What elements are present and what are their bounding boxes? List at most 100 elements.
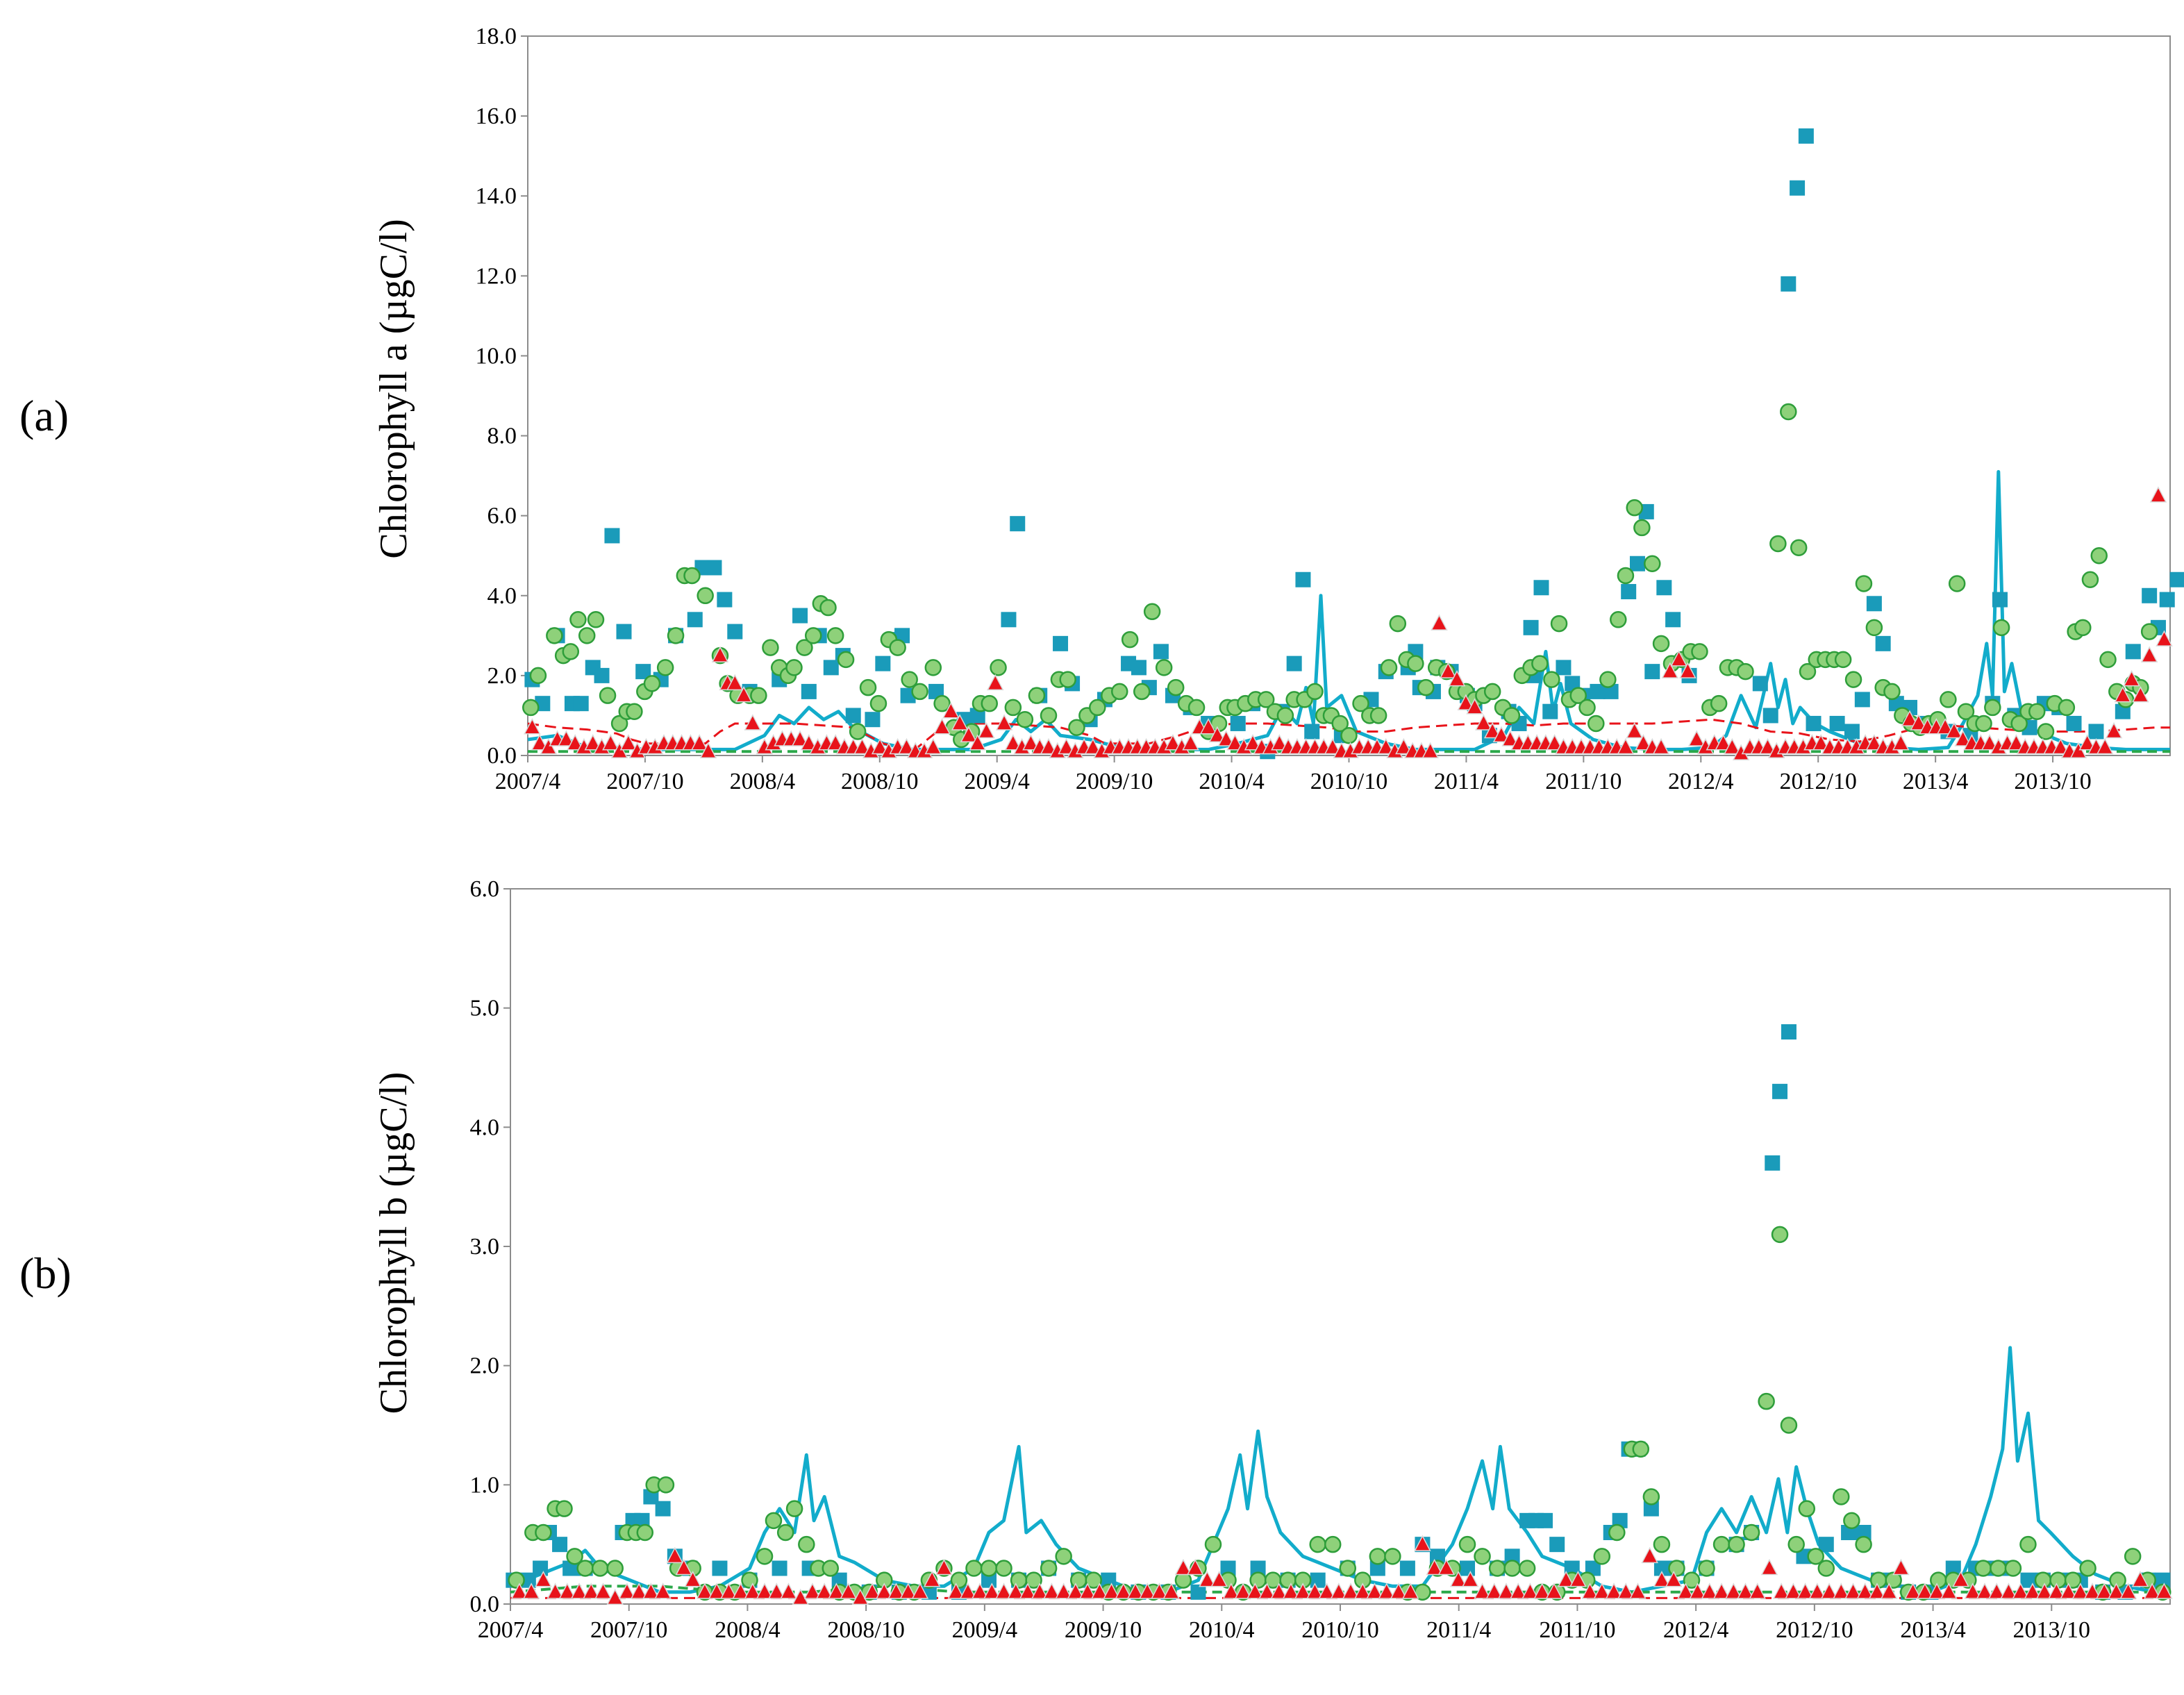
data-point-circle — [1143, 603, 1161, 621]
data-point-square — [712, 1560, 728, 1576]
data-point-circle — [1004, 699, 1022, 717]
data-point-square — [1790, 180, 1806, 196]
x-tick-label: 2012/4 — [1668, 769, 1733, 794]
data-point-circle — [1790, 539, 1808, 556]
data-point-circle — [1483, 683, 1501, 701]
data-point-triangle — [1593, 1583, 1611, 1599]
data-point-triangle — [2069, 742, 2087, 758]
data-point-triangle — [610, 742, 628, 758]
data-point-circle — [1974, 1560, 1992, 1577]
data-point-triangle — [1186, 1558, 1204, 1576]
data-point-circle — [556, 1500, 573, 1517]
data-point-triangle — [1546, 734, 1563, 751]
data-point-triangle — [1019, 1583, 1037, 1599]
data-point-square — [2142, 587, 2158, 603]
data-point-circle — [1698, 1560, 1715, 1577]
data-point-circle — [636, 1523, 654, 1542]
x-tick-label: 2007/4 — [478, 1617, 543, 1643]
data-point-triangle — [1497, 1583, 1515, 1599]
data-point-circle — [2028, 703, 2046, 720]
data-point-circle — [569, 611, 587, 628]
data-point-square — [1762, 708, 1778, 724]
data-point-circle — [508, 1571, 525, 1589]
data-point-triangle — [2012, 1583, 2029, 1599]
data-point-triangle — [2072, 1583, 2090, 1599]
data-point-triangle — [2048, 1583, 2065, 1599]
data-point-circle — [933, 694, 951, 712]
data-point-circle — [2074, 619, 2092, 637]
data-point-circle — [1167, 678, 1185, 696]
data-point-triangle — [924, 737, 942, 755]
x-tick-label: 2007/10 — [590, 1617, 667, 1643]
data-point-circle — [2140, 623, 2158, 640]
data-point-square — [1549, 1537, 1565, 1553]
data-point-circle — [1632, 1440, 1650, 1458]
series-lines-a — [527, 469, 2170, 753]
data-point-triangle — [2008, 734, 2025, 751]
data-point-square — [533, 1560, 549, 1576]
data-point-circle — [1844, 671, 1862, 688]
data-point-square — [616, 624, 632, 640]
y-tick-label: 18.0 — [476, 24, 517, 49]
data-point-triangle — [1091, 1583, 1108, 1599]
x-ticks-a: 2007/4 2007/10 2008/4 2008/10 2009/4 2009/10 2… — [495, 755, 2092, 794]
data-point-triangle — [2096, 1583, 2113, 1599]
data-point-triangle — [1581, 1583, 1599, 1599]
data-point-triangle — [1492, 726, 1510, 742]
data-point-triangle — [1378, 1583, 1395, 1599]
data-point-square — [1856, 1525, 1872, 1540]
data-point-triangle — [1151, 1583, 1168, 1599]
data-point-circle — [965, 1560, 983, 1577]
data-point-circle — [804, 627, 822, 644]
data-point-triangle — [583, 1583, 600, 1599]
data-point-triangle — [1856, 1583, 1874, 1599]
data-point-triangle — [2131, 1571, 2149, 1587]
y-tick-label: 0.0 — [487, 743, 517, 769]
data-point-triangle — [570, 1583, 588, 1599]
data-point-square — [772, 1560, 787, 1576]
data-point-circle — [1957, 703, 1975, 720]
data-point-triangle — [1865, 734, 1883, 751]
data-point-triangle — [1701, 1583, 1719, 1599]
x-tick-label: 2010/4 — [1189, 1617, 1254, 1643]
data-point-circle — [1474, 1548, 1491, 1565]
data-point-circle — [1352, 694, 1369, 712]
data-point-square — [1369, 1560, 1385, 1576]
data-point-circle — [2090, 546, 2108, 565]
data-point-triangle — [566, 734, 584, 751]
data-point-triangle — [1725, 1583, 1742, 1599]
x-tick-label: 2008/10 — [841, 769, 918, 794]
data-point-circle — [765, 1512, 783, 1530]
data-point-circle — [756, 1548, 774, 1565]
data-point-square — [1798, 128, 1814, 144]
data-point-circle — [1257, 691, 1275, 708]
data-point-square — [1656, 580, 1672, 596]
data-point-triangle — [853, 737, 871, 755]
data-point-circle — [546, 627, 563, 644]
data-point-triangle — [1271, 734, 1288, 751]
data-point-triangle — [2143, 1583, 2161, 1599]
data-point-square — [655, 1501, 671, 1517]
data-point-circle — [1059, 671, 1076, 688]
data-point-triangle — [1448, 670, 1466, 687]
y-tick-label: 16.0 — [476, 103, 517, 129]
data-point-circle — [889, 639, 906, 656]
data-point-square — [1644, 664, 1660, 680]
data-point-square — [594, 667, 610, 683]
data-point-circle — [1089, 699, 1106, 717]
data-point-triangle — [1067, 1583, 1085, 1599]
data-point-triangle — [1055, 1583, 1072, 1599]
data-point-circle — [1644, 555, 1661, 572]
data-point-triangle — [1808, 1583, 1826, 1599]
data-point-triangle — [1226, 734, 1244, 751]
data-point-triangle — [558, 1583, 576, 1599]
data-point-triangle — [1485, 1583, 1503, 1599]
data-point-triangle — [995, 714, 1013, 730]
data-point-triangle — [1084, 737, 1102, 755]
data-point-square — [1101, 1572, 1117, 1588]
data-point-circle — [796, 639, 813, 656]
data-point-circle — [822, 1560, 840, 1577]
data-point-square — [981, 1572, 997, 1588]
data-point-circle — [1531, 655, 1549, 672]
data-point-square — [573, 696, 589, 712]
